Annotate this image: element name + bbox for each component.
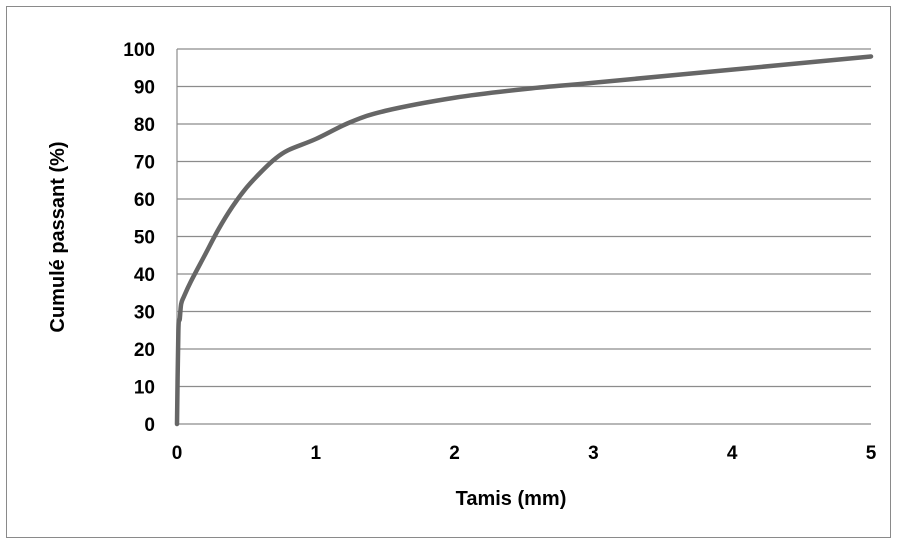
x-tick-label: 1: [311, 443, 322, 464]
y-tick-label: 20: [134, 340, 155, 361]
y-tick-label: 0: [144, 415, 155, 436]
y-tick-label: 10: [134, 378, 155, 399]
series-line-0: [174, 54, 874, 427]
x-tick-label: 5: [866, 443, 877, 464]
y-tick-label: 60: [134, 190, 155, 211]
y-axis-title: Cumulé passant (%): [47, 141, 69, 332]
y-tick-labels: 0 10 20 30 40 50 60 70 80 90 100: [123, 40, 155, 436]
y-tick-label: 40: [134, 265, 155, 286]
y-tick-label: 80: [134, 115, 155, 136]
x-tick-label: 0: [172, 443, 183, 464]
y-tick-label: 30: [134, 303, 155, 324]
y-tick-label: 70: [134, 153, 155, 174]
chart-frame: [6, 6, 891, 538]
x-tick-label: 4: [727, 443, 738, 464]
y-tick-label: 100: [123, 40, 155, 61]
y-tick-label: 90: [134, 78, 155, 99]
gridlines: [176, 48, 871, 425]
series-group: [174, 54, 874, 427]
x-axis-title: Tamis (mm): [456, 488, 567, 510]
x-tick-labels: 0 1 2 3 4 5: [172, 443, 877, 464]
y-tick-label: 50: [134, 228, 155, 249]
x-tick-label: 3: [588, 443, 599, 464]
x-tick-label: 2: [449, 443, 460, 464]
